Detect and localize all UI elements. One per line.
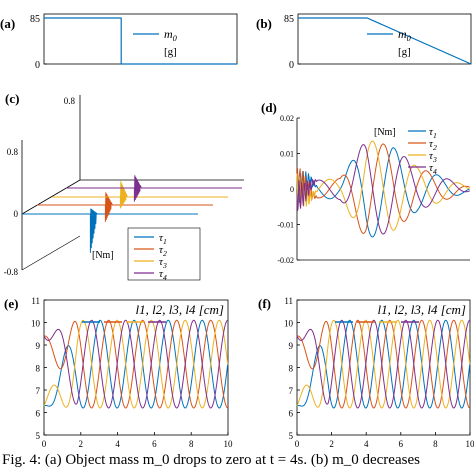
panel-d-ytick-label: 0.02 <box>280 114 294 123</box>
panel-d-ytick-label: -0.02 <box>277 256 294 265</box>
panel-e-series-l1 <box>43 319 229 409</box>
panel-d-legend-label: τ4 <box>429 162 437 176</box>
panel-c-ztick-label: 0.8 <box>64 96 76 106</box>
panel-c-series-τ4 <box>66 175 242 202</box>
panel-f-chart: 5 6 7 8 9 10 11 0 2 4 6 8 10 l1, l2, l3, l4 [cm] (f) <box>258 296 474 449</box>
panel-a-chart: 0 85 m0 [g] (a) <box>0 13 238 71</box>
panel-f-legend-label: l1, l2, l3, l4 [cm] <box>378 302 466 317</box>
panel-e-xtick-label: 0 <box>42 439 47 449</box>
panel-e-xtick-label: 4 <box>115 439 120 449</box>
panel-a-frame <box>43 13 238 65</box>
panel-c-depth-axis-low <box>21 235 81 271</box>
panel-f-xtick-label: 0 <box>295 439 300 449</box>
panel-d-legend-unit: [Nm] <box>374 127 396 138</box>
panel-a-legend-label: m0 <box>164 27 178 43</box>
panel-e-series-l2 <box>43 319 228 409</box>
panel-e-frame <box>43 299 229 436</box>
panel-b-chart: 0 85 m0 [g] (b) <box>256 13 472 71</box>
panel-f-ytick-label: 9 <box>289 341 294 351</box>
panel-a-series-m0 <box>44 17 237 65</box>
panel-e-ytick-label: 7 <box>36 386 41 396</box>
panel-e-series-l4 <box>43 319 228 409</box>
panel-d-series-τ3 <box>296 140 470 231</box>
panel-e-panel-label: (e) <box>4 296 18 311</box>
panel-e-ytick-label: 8 <box>36 364 41 374</box>
panel-f-series-l2 <box>296 319 471 409</box>
panel-e-ytick-label: 6 <box>36 409 41 419</box>
panel-d-series-τ4 <box>296 144 471 235</box>
panel-e-ytick-label: 10 <box>31 319 41 329</box>
panel-e-chart: 5 6 7 8 9 10 11 0 2 4 6 8 10 l1, l2, l3, l4 [cm] (e) <box>4 296 233 449</box>
panel-f-ytick-label: 7 <box>289 386 294 396</box>
panel-c-legend-label: τ2 <box>159 244 167 258</box>
panel-d-series-τ2 <box>296 143 471 234</box>
panel-d-legend-label: τ3 <box>429 150 437 164</box>
panel-b-ytick-label: 0 <box>289 60 294 71</box>
panel-c-ytick-top: 0.8 <box>7 147 19 157</box>
panel-f-frame <box>296 299 471 436</box>
panel-a-legend-unit: [g] <box>164 46 177 58</box>
panel-c-series-τ3 <box>52 181 228 209</box>
panel-e-xtick-label: 2 <box>79 439 84 449</box>
panel-d-ytick-label: 0 <box>290 185 294 194</box>
panel-a-ytick-label: 0 <box>35 60 40 71</box>
panel-f-xtick-label: 2 <box>329 439 334 449</box>
panel-c-legend-unit: [Nm] <box>92 250 114 261</box>
panel-c-series-τ1 <box>22 208 198 253</box>
panel-c-ytick-zero: 0 <box>14 209 19 219</box>
panel-a-panel-label: (a) <box>0 16 15 31</box>
panel-a-ytick-label: 85 <box>30 14 40 25</box>
panel-c-legend-label: τ4 <box>159 268 167 282</box>
panel-e-xtick-label: 10 <box>224 439 234 449</box>
panel-f-ytick-label: 6 <box>289 409 294 419</box>
panel-f-ytick-label: 8 <box>289 364 294 374</box>
panel-e-ytick-label: 9 <box>36 341 41 351</box>
figure-caption: Fig. 4: (a) Object mass m_0 drops to zer… <box>2 452 420 468</box>
panel-b-legend-unit: [g] <box>398 46 411 58</box>
panel-d-ytick-label: -0.01 <box>277 221 294 230</box>
panel-f-ytick-label: 11 <box>284 296 293 306</box>
panel-e-xtick-label: 6 <box>152 439 157 449</box>
panel-f-xtick-label: 6 <box>399 439 404 449</box>
panel-c-legend-label: τ3 <box>159 256 167 270</box>
panel-b-legend-label: m0 <box>398 27 412 43</box>
panel-b-frame <box>297 13 472 65</box>
panel-f-series-l1 <box>296 319 471 409</box>
panel-f-xtick-label: 8 <box>433 439 438 449</box>
panel-f-xtick-label: 10 <box>466 439 474 449</box>
panel-f-ytick-label: 5 <box>289 431 294 441</box>
panel-d-series-τ1 <box>296 147 470 238</box>
panel-d-legend-label: τ1 <box>429 126 437 140</box>
panel-e-ytick-label: 11 <box>31 296 40 306</box>
panel-c-depth-axis <box>21 179 81 215</box>
panel-e-legend-label: l1, l2, l3, l4 [cm] <box>136 302 224 317</box>
panel-f-xtick-label: 4 <box>364 439 369 449</box>
panel-e-xtick-label: 8 <box>189 439 194 449</box>
panel-b-series-m0 <box>298 17 472 65</box>
panel-c-ytick-bottom: -0.8 <box>4 267 19 277</box>
panel-d-legend-label: τ2 <box>429 138 437 152</box>
panel-f-ytick-label: 10 <box>284 319 294 329</box>
panel-e-ytick-label: 5 <box>36 431 41 441</box>
panel-f-panel-label: (f) <box>258 296 271 311</box>
panel-d-label: (d) <box>261 100 277 115</box>
panel-f-series-l3 <box>296 319 471 409</box>
panel-c-legend-label: τ1 <box>159 232 167 246</box>
panel-e-series-l3 <box>43 319 229 409</box>
panel-c-label: (c) <box>5 91 19 106</box>
panel-b-panel-label: (b) <box>256 16 272 31</box>
panel-f-series-l4 <box>296 319 471 409</box>
panel-d-ytick-label: 0.01 <box>280 150 294 159</box>
panel-b-ytick-label: 85 <box>284 14 294 25</box>
